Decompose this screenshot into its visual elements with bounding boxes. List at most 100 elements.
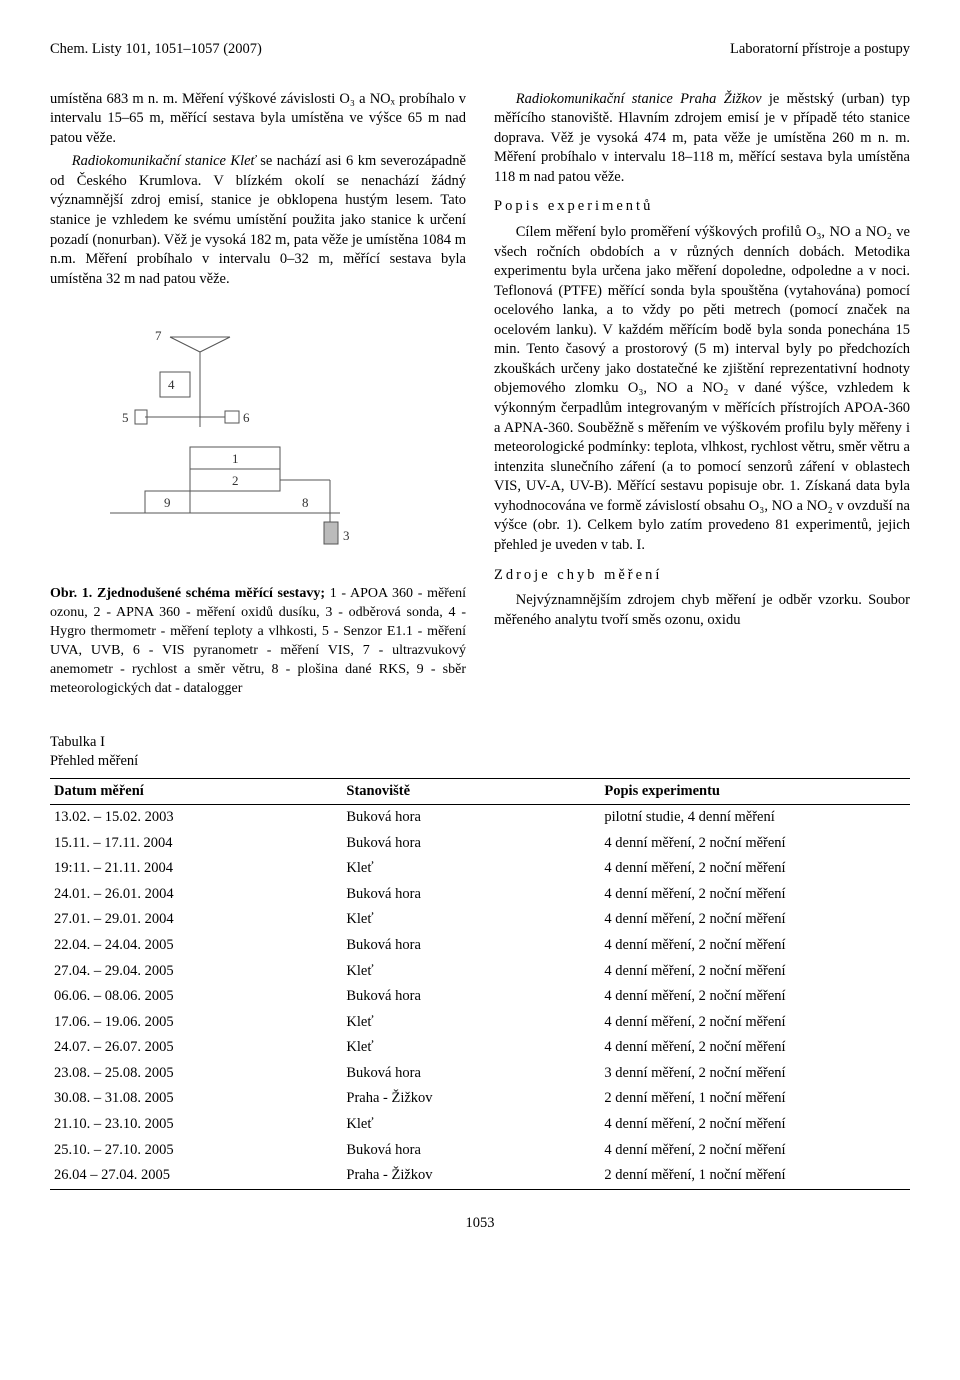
- diag-label-1: 1: [232, 451, 239, 466]
- diagram-svg: 7 4 5 6 1 2 9 8 3: [50, 307, 370, 567]
- heading-popis: Popis experimentů: [494, 197, 910, 217]
- col-date: Datum měření: [50, 778, 342, 805]
- table-title-line1: Tabulka I: [50, 733, 910, 753]
- table-row: 24.01. – 26.01. 2004Buková hora4 denní m…: [50, 882, 910, 908]
- table-cell: 4 denní měření, 2 noční měření: [600, 1112, 910, 1138]
- table-cell: 3 denní měření, 2 noční měření: [600, 1061, 910, 1087]
- zizkov-lead: Radiokomunikační stanice Praha Žižkov: [516, 91, 762, 107]
- klet-lead: Radiokomunikační stanice Kleť: [72, 153, 256, 169]
- header-left: Chem. Listy 101, 1051–1057 (2007): [50, 40, 262, 60]
- diag-label-9: 9: [164, 495, 171, 510]
- table-cell: 4 denní měření, 2 noční měření: [600, 959, 910, 985]
- table-cell: Buková hora: [342, 1138, 600, 1164]
- table-row: 19:11. – 21.11. 2004Kleť4 denní měření, …: [50, 856, 910, 882]
- table-cell: 4 denní měření, 2 noční měření: [600, 1035, 910, 1061]
- table-cell: 15.11. – 17.11. 2004: [50, 831, 342, 857]
- table-row: 25.10. – 27.10. 2005Buková hora4 denní m…: [50, 1138, 910, 1164]
- table-cell: 4 denní měření, 2 noční měření: [600, 933, 910, 959]
- table-row: 27.04. – 29.04. 2005Kleť4 denní měření, …: [50, 959, 910, 985]
- col-site: Stanoviště: [342, 778, 600, 805]
- table-cell: 4 denní měření, 2 noční měření: [600, 984, 910, 1010]
- table-cell: 24.01. – 26.01. 2004: [50, 882, 342, 908]
- measurements-table: Datum měření Stanoviště Popis experiment…: [50, 778, 910, 1190]
- table-cell: 4 denní měření, 2 noční měření: [600, 882, 910, 908]
- table-row: 06.06. – 08.06. 2005Buková hora4 denní m…: [50, 984, 910, 1010]
- table-cell: 4 denní měření, 2 noční měření: [600, 907, 910, 933]
- diag-label-2: 2: [232, 473, 239, 488]
- table-cell: Buková hora: [342, 1061, 600, 1087]
- table-row: 24.07. – 26.07. 2005Kleť4 denní měření, …: [50, 1035, 910, 1061]
- table-cell: 25.10. – 27.10. 2005: [50, 1138, 342, 1164]
- table-cell: 17.06. – 19.06. 2005: [50, 1010, 342, 1036]
- table-title-line2: Přehled měření: [50, 752, 910, 772]
- heading-zdroje: Zdroje chyb měření: [494, 566, 910, 586]
- left-column: umístěna 683 m n. m. Měření výškové závi…: [50, 90, 466, 703]
- diag-label-6: 6: [243, 410, 250, 425]
- table-cell: 4 denní měření, 2 noční měření: [600, 1138, 910, 1164]
- diag-label-7: 7: [155, 328, 162, 343]
- table-cell: Buková hora: [342, 933, 600, 959]
- table-cell: 24.07. – 26.07. 2005: [50, 1035, 342, 1061]
- klet-rest: se nachází asi 6 km severozápadně od Čes…: [50, 153, 466, 286]
- table-cell: Kleť: [342, 1035, 600, 1061]
- right-para-3: Nejvýznamnějším zdrojem chyb měření je o…: [494, 591, 910, 630]
- table-cell: 19:11. – 21.11. 2004: [50, 856, 342, 882]
- left-para-2: Radiokomunikační stanice Kleť se nachází…: [50, 152, 466, 289]
- figure-1-caption: Obr. 1. Zjednodušené schéma měřící sesta…: [50, 585, 466, 698]
- table-cell: 26.04 – 27.04. 2005: [50, 1163, 342, 1189]
- table-header-row: Datum měření Stanoviště Popis experiment…: [50, 778, 910, 805]
- table-row: 27.01. – 29.01. 2004Kleť4 denní měření, …: [50, 907, 910, 933]
- table-row: 13.02. – 15.02. 2003Buková horapilotní s…: [50, 805, 910, 831]
- table-cell: Praha - Žižkov: [342, 1086, 600, 1112]
- table-row: 23.08. – 25.08. 2005Buková hora3 denní m…: [50, 1061, 910, 1087]
- table-row: 15.11. – 17.11. 2004Buková hora4 denní m…: [50, 831, 910, 857]
- table-cell: Buková hora: [342, 882, 600, 908]
- table-cell: Kleť: [342, 959, 600, 985]
- table-row: 30.08. – 31.08. 2005Praha - Žižkov2 denn…: [50, 1086, 910, 1112]
- fig-caption-lead: Obr. 1. Zjednodušené schéma měřící sesta…: [50, 586, 325, 601]
- right-para-1: Radiokomunikační stanice Praha Žižkov je…: [494, 90, 910, 188]
- left-para-1: umístěna 683 m n. m. Měření výškové závi…: [50, 90, 466, 149]
- table-cell: Praha - Žižkov: [342, 1163, 600, 1189]
- right-column: Radiokomunikační stanice Praha Žižkov je…: [494, 90, 910, 703]
- table-cell: 21.10. – 23.10. 2005: [50, 1112, 342, 1138]
- table-cell: Buková hora: [342, 805, 600, 831]
- fig-caption-rest: 1 - APOA 360 - měření ozonu, 2 - APNA 36…: [50, 586, 466, 695]
- table-cell: Kleť: [342, 1112, 600, 1138]
- table-body: 13.02. – 15.02. 2003Buková horapilotní s…: [50, 805, 910, 1189]
- table-cell: Kleť: [342, 856, 600, 882]
- figure-1-diagram: 7 4 5 6 1 2 9 8 3: [50, 307, 466, 567]
- table-cell: Buková hora: [342, 831, 600, 857]
- page-number: 1053: [50, 1214, 910, 1234]
- table-cell: 27.04. – 29.04. 2005: [50, 959, 342, 985]
- table-row: 26.04 – 27.04. 2005Praha - Žižkov2 denní…: [50, 1163, 910, 1189]
- table-title: Tabulka I Přehled měření: [50, 733, 910, 772]
- table-cell: 4 denní měření, 2 noční měření: [600, 856, 910, 882]
- table-cell: 30.08. – 31.08. 2005: [50, 1086, 342, 1112]
- right-para-2: Cílem měření bylo proměření výškových pr…: [494, 223, 910, 556]
- table-cell: Buková hora: [342, 984, 600, 1010]
- main-columns: umístěna 683 m n. m. Měření výškové závi…: [50, 90, 910, 703]
- table-cell: 13.02. – 15.02. 2003: [50, 805, 342, 831]
- table-cell: 22.04. – 24.04. 2005: [50, 933, 342, 959]
- table-cell: 4 denní měření, 2 noční měření: [600, 1010, 910, 1036]
- page-header: Chem. Listy 101, 1051–1057 (2007) Labora…: [50, 40, 910, 60]
- diag-label-5: 5: [122, 410, 129, 425]
- table-cell: 2 denní měření, 1 noční měření: [600, 1086, 910, 1112]
- diag-label-3: 3: [343, 528, 350, 543]
- table-row: 21.10. – 23.10. 2005Kleť4 denní měření, …: [50, 1112, 910, 1138]
- table-row: 17.06. – 19.06. 2005Kleť4 denní měření, …: [50, 1010, 910, 1036]
- col-desc: Popis experimentu: [600, 778, 910, 805]
- table-cell: Kleť: [342, 1010, 600, 1036]
- table-cell: 27.01. – 29.01. 2004: [50, 907, 342, 933]
- table-cell: 06.06. – 08.06. 2005: [50, 984, 342, 1010]
- table-cell: Kleť: [342, 907, 600, 933]
- header-right: Laboratorní přístroje a postupy: [730, 40, 910, 60]
- table-cell: 2 denní měření, 1 noční měření: [600, 1163, 910, 1189]
- table-row: 22.04. – 24.04. 2005Buková hora4 denní m…: [50, 933, 910, 959]
- table-cell: 23.08. – 25.08. 2005: [50, 1061, 342, 1087]
- table-cell: 4 denní měření, 2 noční měření: [600, 831, 910, 857]
- table-cell: pilotní studie, 4 denní měření: [600, 805, 910, 831]
- diag-label-8: 8: [302, 495, 309, 510]
- diag-label-4: 4: [168, 377, 175, 392]
